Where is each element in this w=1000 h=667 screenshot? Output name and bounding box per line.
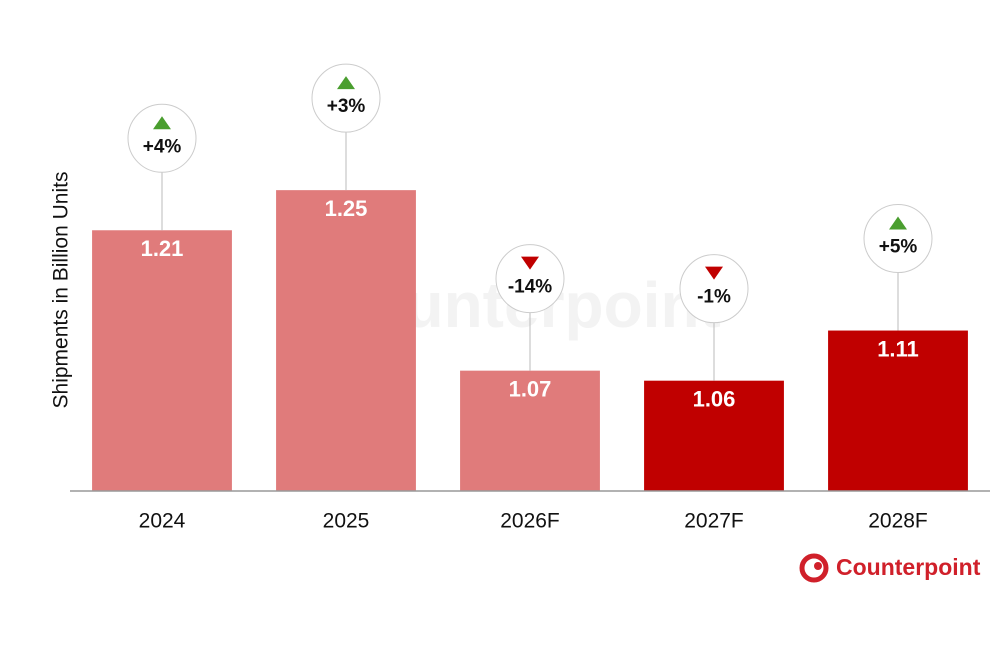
growth-label: +4% <box>143 136 182 157</box>
x-tick-label: 2024 <box>139 510 186 533</box>
bar <box>92 230 232 491</box>
growth-arrow <box>889 216 907 230</box>
logo-dot <box>814 562 822 570</box>
value-label: 1.06 <box>693 386 736 411</box>
growth-arrow <box>153 116 171 130</box>
growth-bubble <box>863 204 933 274</box>
bar <box>828 330 968 491</box>
growth-bubble <box>127 103 197 173</box>
growth-bubble <box>495 244 565 314</box>
growth-arrow <box>337 76 355 90</box>
bar <box>276 190 416 491</box>
growth-label: -1% <box>697 287 731 308</box>
value-label: 1.25 <box>325 196 368 221</box>
growth-label: -14% <box>508 277 552 298</box>
x-tick-label: 2028F <box>868 510 928 533</box>
x-tick-label: 2025 <box>323 510 370 533</box>
value-label: 1.21 <box>141 236 184 261</box>
growth-bubble <box>679 254 749 324</box>
y-axis-label: Shipments in Billion Units <box>50 172 73 409</box>
growth-arrow <box>521 256 539 270</box>
x-tick-label: 2026F <box>500 510 560 533</box>
logo-icon <box>799 553 829 583</box>
growth-arrow <box>705 266 723 280</box>
growth-label: +3% <box>327 96 366 117</box>
logo: Counterpoint <box>799 553 981 583</box>
bar <box>644 380 784 491</box>
logo-text: Counterpoint <box>836 554 981 580</box>
growth-bubble <box>311 63 381 133</box>
growth-label: +5% <box>879 237 918 258</box>
x-tick-label: 2027F <box>684 510 744 533</box>
value-label: 1.07 <box>509 376 552 401</box>
bar <box>460 370 600 491</box>
value-label: 1.11 <box>877 336 919 361</box>
